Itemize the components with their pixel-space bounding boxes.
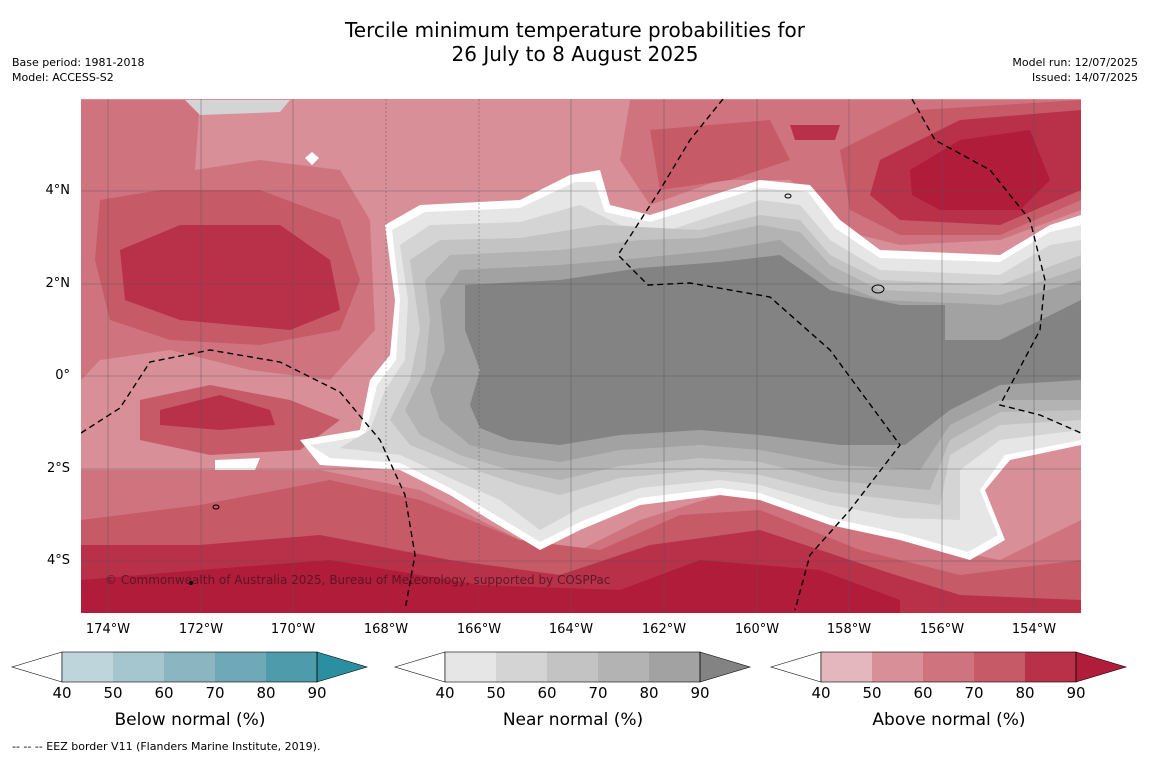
legend-above-tick-50: 50 — [862, 684, 882, 702]
legend-above-tick-70: 70 — [964, 684, 984, 702]
issued-date: Issued: 14/07/2025 — [1031, 71, 1138, 84]
south-band-90 — [81, 560, 900, 613]
lon-label-174w: 174°W — [85, 622, 131, 637]
lon-label-170w: 170°W — [270, 622, 316, 637]
legend-above-title: Above normal (%) — [872, 710, 1026, 730]
legend-near-tick-50: 50 — [486, 684, 506, 702]
colorbar-near-normal — [393, 651, 752, 683]
legend-near-tick-70: 70 — [588, 684, 608, 702]
legend-below-tick-70: 70 — [205, 684, 225, 702]
eez-footnote: -- -- -- EEZ border V11 (Flanders Marine… — [12, 740, 321, 753]
lon-label-154w: 154°W — [1011, 622, 1057, 637]
legend-near-tick-60: 60 — [537, 684, 557, 702]
copyright-notice: © Commonwealth of Australia 2025, Bureau… — [105, 573, 611, 587]
colorbar-below-segment-1 — [62, 652, 113, 682]
title-line-1: Tercile minimum temperature probabilitie… — [344, 18, 806, 42]
colorbar-above-over-arrow — [1075, 651, 1128, 683]
probability-map — [81, 99, 1081, 613]
white-patch-2 — [305, 152, 319, 165]
colorbar-near-segment-2 — [496, 652, 547, 682]
lon-label-158w: 158°W — [826, 622, 872, 637]
lon-label-168w: 168°W — [363, 622, 409, 637]
legend-above-tick-40: 40 — [811, 684, 831, 702]
lat-label-2n: 2°N — [45, 276, 71, 291]
meta-right: Model run: 12/07/2025 Issued: 14/07/2025 — [1012, 55, 1138, 85]
chart-title: Tercile minimum temperature probabilitie… — [0, 18, 1150, 66]
islands — [189, 193, 885, 585]
lat-label-4n: 4°N — [45, 183, 71, 198]
legend-below-title: Below normal (%) — [114, 710, 266, 730]
colorbar-below-under-arrow — [10, 651, 63, 683]
base-period: Base period: 1981-2018 — [12, 56, 145, 69]
title-line-2: 26 July to 8 August 2025 — [451, 42, 699, 66]
lat-label-2s: 2°S — [46, 461, 70, 476]
lon-label-162w: 162°W — [641, 622, 687, 637]
colorbar-below-segment-4 — [215, 652, 266, 682]
lat-label-4s: 4°S — [46, 553, 70, 568]
legend-near-normal: 40 50 60 70 80 90 Near normal (%) — [393, 650, 753, 730]
colorbar-near-segment-3 — [547, 652, 598, 682]
model-run: Model run: 12/07/2025 — [1012, 56, 1138, 69]
top-grey-patch — [81, 100, 290, 115]
lon-label-160w: 160°W — [734, 622, 780, 637]
lon-label-166w: 166°W — [456, 622, 502, 637]
legend-below-normal: 40 50 60 70 80 90 Below normal (%) — [10, 650, 370, 730]
near-normal-90 — [465, 255, 1081, 445]
colorbar-below-segment-3 — [164, 652, 215, 682]
colorbar-below-segment-5 — [266, 652, 317, 682]
colorbar-above-segment-5 — [1025, 652, 1076, 682]
white-patch-1 — [215, 458, 260, 470]
lon-label-164w: 164°W — [548, 622, 594, 637]
lat-label-0: 0° — [55, 368, 70, 383]
legend-above-tick-80: 80 — [1015, 684, 1035, 702]
lon-label-172w: 172°W — [178, 622, 224, 637]
colorbar-below-over-arrow — [316, 651, 369, 683]
legend-near-title: Near normal (%) — [502, 710, 644, 730]
legend-below-tick-90: 90 — [307, 684, 327, 702]
ne-lobe-90 — [910, 130, 1050, 210]
colorbar-near-segment-4 — [598, 652, 649, 682]
lon-label-156w: 156°W — [919, 622, 965, 637]
north-light-area — [360, 128, 610, 195]
colorbar-above-segment-1 — [821, 652, 872, 682]
colorbar-above-under-arrow — [769, 651, 822, 683]
colorbar-above-segment-3 — [923, 652, 974, 682]
legend-near-tick-90: 90 — [690, 684, 710, 702]
colorbar-above-normal — [769, 651, 1128, 683]
model-name: Model: ACCESS-S2 — [12, 71, 114, 84]
colorbar-above-segment-2 — [872, 652, 923, 682]
colorbar-below-normal — [10, 651, 369, 683]
west-lobe-80 — [120, 225, 340, 330]
legend-near-tick-80: 80 — [639, 684, 659, 702]
meta-left: Base period: 1981-2018 Model: ACCESS-S2 — [12, 55, 144, 85]
legend-near-tick-40: 40 — [435, 684, 455, 702]
legend-below-tick-80: 80 — [256, 684, 276, 702]
graticule — [81, 99, 1081, 613]
colorbar-below-segment-2 — [113, 652, 164, 682]
colorbar-above-segment-4 — [974, 652, 1025, 682]
legend-below-tick-40: 40 — [52, 684, 72, 702]
legend-below-tick-50: 50 — [103, 684, 123, 702]
legend-above-tick-60: 60 — [913, 684, 933, 702]
legend-above-normal: 40 50 60 70 80 90 Above normal (%) — [769, 650, 1129, 730]
colorbar-near-segment-1 — [445, 652, 496, 682]
colorbar-near-segment-5 — [649, 652, 700, 682]
legend-below-tick-60: 60 — [154, 684, 174, 702]
west-lobe-south-80 — [160, 395, 275, 430]
colorbar-near-under-arrow — [393, 651, 446, 683]
colorbar-near-over-arrow — [699, 651, 752, 683]
legend-above-tick-90: 90 — [1066, 684, 1086, 702]
eez-borders — [81, 99, 1081, 611]
